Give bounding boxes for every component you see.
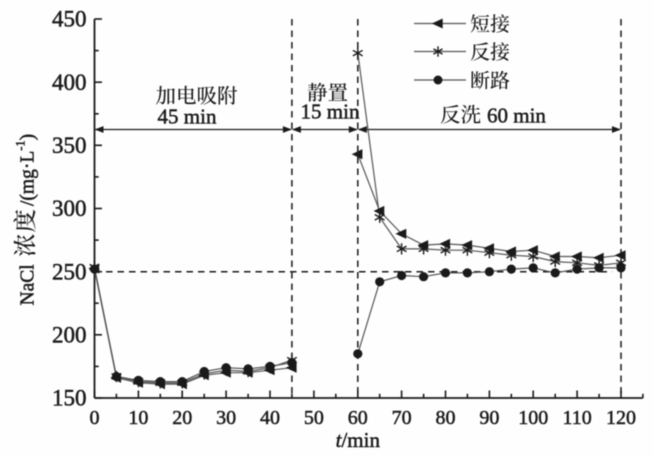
svg-text:300: 300 bbox=[52, 196, 87, 221]
svg-text:350: 350 bbox=[52, 133, 87, 158]
svg-text:200: 200 bbox=[52, 322, 87, 347]
svg-text:30: 30 bbox=[216, 407, 236, 429]
svg-text:t/min: t/min bbox=[336, 428, 381, 452]
svg-text:250: 250 bbox=[52, 259, 87, 284]
svg-text:50: 50 bbox=[304, 407, 324, 429]
svg-text:70: 70 bbox=[392, 407, 412, 429]
svg-text:80: 80 bbox=[436, 407, 456, 429]
svg-text:45 min: 45 min bbox=[158, 105, 217, 129]
svg-text:450: 450 bbox=[52, 7, 87, 32]
svg-text:120: 120 bbox=[606, 407, 636, 429]
svg-text:0: 0 bbox=[90, 407, 100, 429]
svg-text:60 min: 60 min bbox=[487, 104, 546, 128]
svg-text:15 min: 15 min bbox=[301, 100, 360, 124]
svg-text:10: 10 bbox=[128, 407, 148, 429]
svg-text:NaCl: NaCl bbox=[18, 264, 39, 306]
svg-text:60: 60 bbox=[348, 407, 368, 429]
svg-text:90: 90 bbox=[479, 407, 499, 429]
svg-text:100: 100 bbox=[518, 407, 548, 429]
svg-text:40: 40 bbox=[260, 407, 280, 429]
svg-text:20: 20 bbox=[172, 407, 192, 429]
svg-text:110: 110 bbox=[562, 407, 591, 429]
svg-text:150: 150 bbox=[52, 386, 87, 411]
svg-text:400: 400 bbox=[52, 70, 87, 95]
svg-text:/(mg·L-1): /(mg·L-1) bbox=[14, 134, 39, 206]
